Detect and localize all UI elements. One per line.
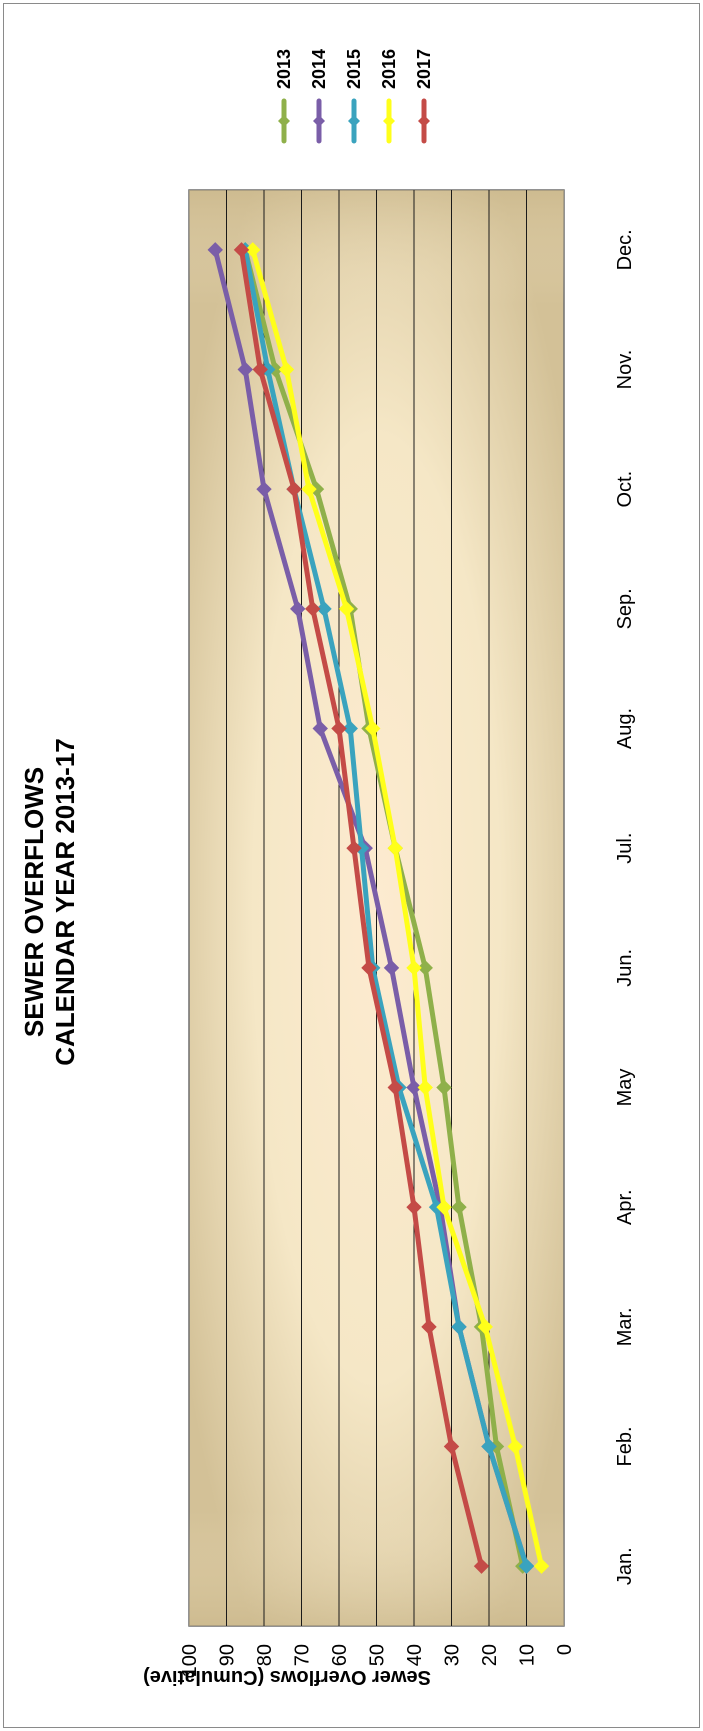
chart-subtitle: CALENDAR YEAR 2013-17 bbox=[50, 738, 80, 1066]
data-point bbox=[436, 1079, 452, 1096]
series-2017 bbox=[233, 242, 490, 1574]
data-point bbox=[237, 361, 253, 378]
data-point bbox=[481, 1438, 497, 1455]
x-tick-label: Nov. bbox=[614, 350, 636, 390]
x-tick-label: Mar. bbox=[614, 1307, 636, 1346]
data-point bbox=[286, 481, 302, 497]
legend-label: 2017 bbox=[414, 49, 434, 89]
x-tick-label: Dec. bbox=[614, 229, 636, 270]
x-tick-label: Sep. bbox=[614, 588, 636, 629]
data-point bbox=[290, 601, 306, 617]
x-tick-label: Oct. bbox=[614, 471, 636, 508]
data-point bbox=[533, 1558, 550, 1574]
x-tick-label: Aug. bbox=[614, 708, 636, 749]
chart-canvas: SEWER OVERFLOWS CALENDAR YEAR 2013-17 0 1… bbox=[4, 4, 701, 1729]
series-line bbox=[242, 247, 526, 1569]
data-point bbox=[252, 361, 268, 378]
data-point bbox=[507, 1438, 523, 1455]
data-point bbox=[245, 242, 261, 258]
line-chart: SEWER OVERFLOWS CALENDAR YEAR 2013-17 0 1… bbox=[19, 49, 636, 1677]
series-line bbox=[239, 247, 484, 1569]
data-point bbox=[301, 481, 317, 497]
data-point bbox=[443, 1438, 460, 1455]
y-tick-labels: 0 10 20 30 40 50 60 70 80 90 100 bbox=[179, 1644, 576, 1677]
data-point bbox=[436, 1199, 452, 1215]
legend-label: 2014 bbox=[309, 49, 329, 89]
data-point bbox=[451, 1319, 467, 1335]
y-tick-label: 0 bbox=[554, 1644, 576, 1655]
y-tick-label: 50 bbox=[367, 1644, 389, 1666]
y-tick-label: 20 bbox=[479, 1644, 501, 1666]
legend-label: 2015 bbox=[344, 49, 364, 89]
data-point bbox=[417, 960, 433, 976]
series-line bbox=[250, 247, 544, 1569]
data-point bbox=[346, 840, 362, 856]
legend-marker bbox=[278, 115, 290, 127]
legend-item-2016: 2016 bbox=[379, 49, 399, 144]
data-point bbox=[342, 720, 358, 737]
data-point bbox=[338, 601, 355, 617]
data-point bbox=[477, 1319, 493, 1335]
data-point bbox=[387, 1079, 403, 1096]
legend-item-2015: 2015 bbox=[344, 49, 364, 144]
data-point bbox=[406, 1199, 422, 1215]
x-tick-label: Feb. bbox=[614, 1426, 636, 1466]
y-tick-label: 60 bbox=[329, 1644, 351, 1666]
data-point bbox=[421, 1319, 437, 1335]
series-lines bbox=[207, 242, 550, 1574]
y-tick-label: 90 bbox=[217, 1644, 239, 1666]
legend: 2013 2014 2015 2016 2017 bbox=[274, 49, 434, 144]
x-tick-label: Jul. bbox=[614, 833, 636, 864]
data-point bbox=[417, 1079, 433, 1096]
y-tick-label: 80 bbox=[254, 1644, 276, 1666]
data-point bbox=[207, 242, 223, 258]
data-point bbox=[316, 601, 332, 617]
data-point bbox=[406, 960, 422, 976]
series-2016 bbox=[245, 242, 550, 1574]
chart-title: SEWER OVERFLOWS bbox=[19, 767, 49, 1037]
legend-marker bbox=[313, 115, 325, 127]
data-point bbox=[305, 601, 321, 617]
data-point bbox=[233, 242, 250, 258]
data-point bbox=[518, 1558, 535, 1574]
chart-frame: SEWER OVERFLOWS CALENDAR YEAR 2013-17 0 1… bbox=[3, 3, 700, 1728]
y-tick-label: 70 bbox=[292, 1644, 314, 1666]
legend-item-2013: 2013 bbox=[274, 49, 294, 144]
x-tick-label: May bbox=[614, 1069, 636, 1107]
x-tick-label: Apr. bbox=[614, 1189, 636, 1225]
data-point bbox=[331, 720, 347, 737]
data-point bbox=[387, 840, 403, 856]
x-tick-label: Jan. bbox=[614, 1547, 636, 1585]
data-point bbox=[256, 481, 272, 497]
legend-marker bbox=[383, 115, 395, 127]
y-tick-label: 100 bbox=[179, 1644, 201, 1677]
data-point bbox=[473, 1558, 490, 1574]
legend-label: 2016 bbox=[379, 49, 399, 89]
y-tick-label: 30 bbox=[442, 1644, 464, 1666]
data-point bbox=[312, 720, 328, 737]
legend-item-2017: 2017 bbox=[414, 49, 434, 144]
y-tick-label: 40 bbox=[404, 1644, 426, 1666]
data-point bbox=[365, 720, 381, 737]
gridlines bbox=[226, 190, 527, 1626]
legend-marker bbox=[418, 115, 430, 127]
x-tick-label: Jun. bbox=[614, 949, 636, 987]
legend-label: 2013 bbox=[274, 49, 294, 89]
data-point bbox=[383, 960, 400, 976]
legend-marker bbox=[348, 115, 360, 127]
data-point bbox=[278, 361, 295, 378]
legend-item-2014: 2014 bbox=[309, 49, 329, 144]
data-point bbox=[361, 960, 377, 976]
y-tick-label: 10 bbox=[517, 1644, 539, 1666]
x-tick-labels: Jan. Feb. Mar. Apr. May Jun. Jul. Aug. Sep. Oct. N… bbox=[614, 229, 636, 1585]
data-point bbox=[451, 1199, 467, 1215]
